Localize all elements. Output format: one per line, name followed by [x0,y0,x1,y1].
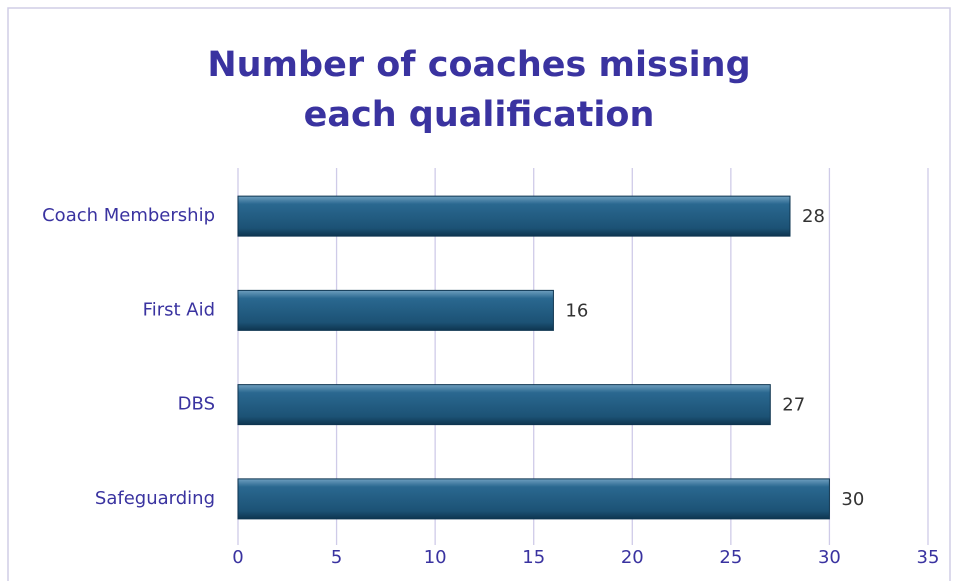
data-label: 27 [782,395,805,416]
x-tick-label: 10 [424,547,447,568]
data-label: 30 [841,489,864,510]
y-tick-label: DBS [178,394,215,415]
bar [237,195,791,237]
bar [237,289,554,331]
y-tick-label: First Aid [143,299,215,320]
chart-border [7,7,951,581]
x-tick-label: 15 [522,547,545,568]
data-label: 28 [802,206,825,227]
x-tick-label: 25 [719,547,742,568]
y-tick-label: Safeguarding [95,488,215,509]
x-tick-label: 0 [232,547,243,568]
x-tick-label: 35 [917,547,940,568]
bar [237,384,771,426]
y-tick-label: Coach Membership [42,205,215,226]
bar [237,478,830,520]
x-tick-label: 5 [331,547,342,568]
x-tick-label: 30 [818,547,841,568]
x-tick-label: 20 [621,547,644,568]
data-label: 16 [565,300,588,321]
chart-title: Number of coaches missing each qualifica… [207,45,751,135]
